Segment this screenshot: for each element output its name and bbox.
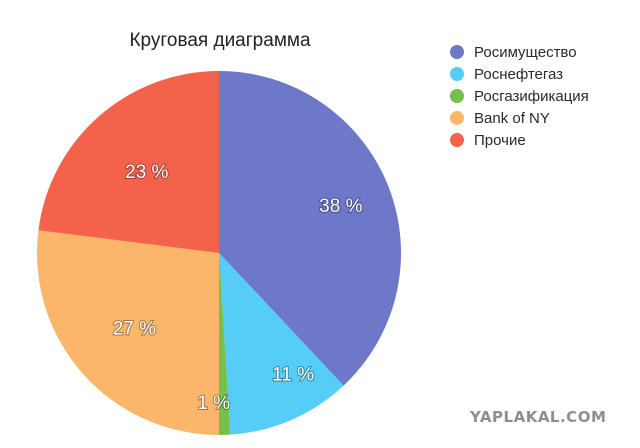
data-label-3: 1 % [197,393,230,414]
pie-labels: 38 % 11 % 1 % 27 % 23 % [112,161,364,415]
data-label-5: 23 % [125,162,168,183]
legend-item: Прочие [450,129,589,151]
legend-swatch [450,111,464,125]
legend-swatch [450,89,464,103]
data-label-2: 11 % [272,364,314,385]
pie-slice-1 [219,71,402,386]
legend-item: Росгазификация [450,85,589,107]
legend-label: Росгазификация [474,87,589,105]
legend-swatch [450,45,464,59]
watermark: YAPLAKAL.COM [470,408,607,426]
legend-label: Роснефтегаз [474,65,564,83]
legend: Росимущество Роснефтегаз Росгазификация Ban… [450,41,589,151]
legend-item: Роснефтегаз [450,63,589,85]
legend-label: Прочие [474,131,526,149]
pie-slices [37,71,402,435]
pie-chart: 38 % 11 % 1 % 27 % 23 % [37,71,402,435]
legend-swatch [450,133,464,147]
legend-item: Bank of NY [450,107,589,129]
pie-slice-3 [219,253,231,435]
legend-label: Bank of NY [474,109,550,127]
pie-slice-4 [37,230,220,435]
data-label-1: 38 % [319,196,362,217]
pie-slice-2 [219,253,344,435]
data-label-4: 27 % [113,319,156,340]
pie-slice-5 [38,71,220,253]
legend-label: Росимущество [474,43,577,61]
legend-swatch [450,67,464,81]
chart-title: Круговая диаграмма [129,30,311,51]
legend-item: Росимущество [450,41,589,63]
